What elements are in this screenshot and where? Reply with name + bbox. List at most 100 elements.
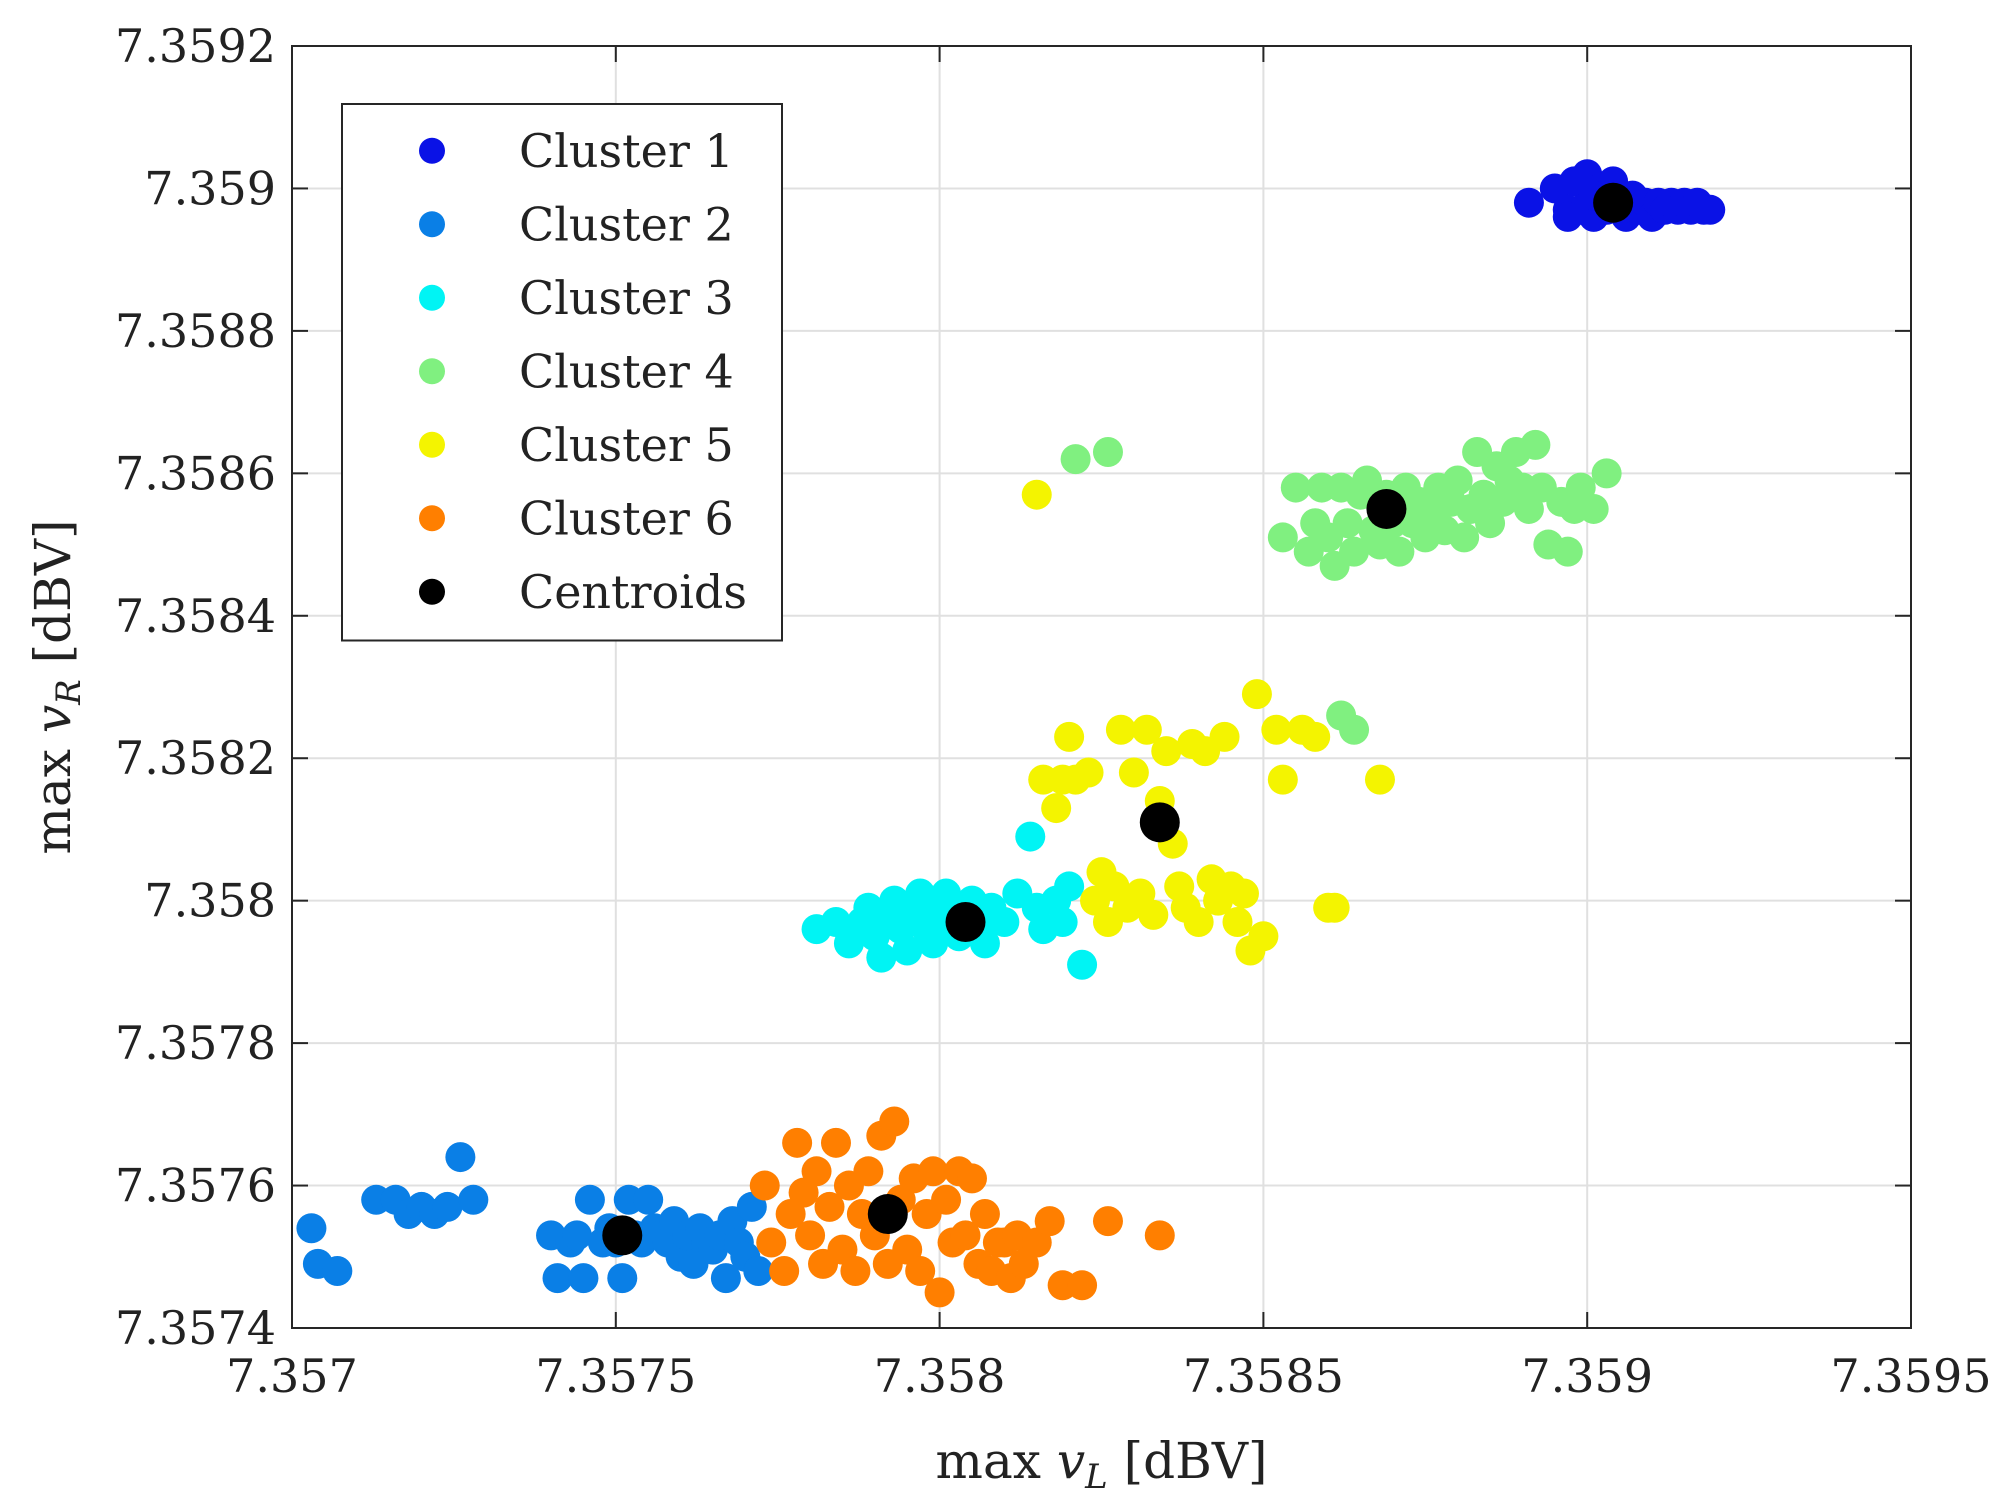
- y-tick-label: 7.3584: [115, 589, 276, 643]
- data-point: [1054, 871, 1085, 902]
- data-point: [840, 1256, 871, 1287]
- data-point: [1092, 1206, 1123, 1237]
- data-point: [1138, 899, 1169, 930]
- legend-marker: [419, 211, 445, 238]
- y-tick-label: 7.3574: [115, 1301, 276, 1355]
- data-point: [892, 935, 923, 966]
- data-point: [1209, 721, 1240, 752]
- data-point: [1520, 429, 1551, 460]
- data-point: [1151, 736, 1182, 767]
- y-tick-label: 7.3586: [115, 446, 276, 500]
- data-point: [1591, 458, 1622, 489]
- data-point: [542, 1263, 573, 1294]
- data-point: [1067, 949, 1098, 980]
- legend-item: Cluster 2: [419, 197, 734, 251]
- axis-ticks: [291, 45, 1912, 1329]
- data-point: [931, 1184, 962, 1215]
- legend-label: Cluster 3: [519, 271, 734, 325]
- data-point: [1118, 757, 1149, 788]
- data-point: [924, 1277, 955, 1308]
- data-point: [322, 1256, 353, 1287]
- data-point: [795, 1220, 826, 1251]
- x-tick-label: 7.3585: [1183, 1349, 1344, 1403]
- x-tick-label: 7.3595: [1831, 1349, 1992, 1403]
- centroid-point: [945, 902, 986, 943]
- centroid-point: [867, 1194, 908, 1235]
- data-point: [1364, 764, 1395, 795]
- legend-marker: [419, 284, 445, 311]
- data-point: [969, 1199, 1000, 1230]
- data-point: [1339, 714, 1370, 745]
- data-point: [432, 1191, 463, 1222]
- data-point: [749, 1170, 780, 1201]
- centroid-point: [1366, 488, 1407, 529]
- legend-label: Cluster 5: [519, 418, 734, 472]
- data-point: [458, 1184, 489, 1215]
- data-point: [1695, 194, 1726, 225]
- data-point: [1384, 536, 1415, 567]
- data-point: [879, 1106, 910, 1137]
- x-tick-label: 7.358: [874, 1349, 1006, 1403]
- data-point: [1131, 714, 1162, 745]
- legend-label: Cluster 1: [519, 124, 734, 178]
- data-point: [820, 1127, 851, 1158]
- data-point: [1332, 508, 1363, 539]
- data-point: [1267, 764, 1298, 795]
- data-point: [1339, 536, 1370, 567]
- data-point: [782, 1127, 813, 1158]
- y-tick-label: 7.3588: [115, 304, 276, 358]
- data-point: [905, 1256, 936, 1287]
- data-point: [561, 1220, 592, 1251]
- data-point: [918, 1156, 949, 1187]
- data-point: [1261, 714, 1292, 745]
- data-point: [1067, 1270, 1098, 1301]
- data-point: [743, 1256, 774, 1287]
- data-point: [956, 1163, 987, 1194]
- data-point: [1092, 436, 1123, 467]
- data-point: [568, 1263, 599, 1294]
- series-cluster-6: [749, 1106, 1175, 1308]
- legend-item: Cluster 6: [419, 491, 734, 545]
- data-point: [1241, 679, 1272, 710]
- x-tick-label: 7.3575: [535, 1349, 696, 1403]
- data-point: [633, 1184, 664, 1215]
- legend-box: [341, 103, 783, 642]
- data-point: [1144, 1220, 1175, 1251]
- data-point: [1319, 892, 1350, 923]
- data-point: [769, 1256, 800, 1287]
- legend-marker: [419, 578, 445, 605]
- x-tick-label: 7.357: [226, 1349, 358, 1403]
- data-point: [1267, 522, 1298, 553]
- legend-marker: [419, 137, 445, 164]
- axis-tick-labels: 7.357 7.3575 7.358 7.3585 7.359 7.3595 7.3574 7…: [115, 19, 1991, 1403]
- data-point: [1021, 479, 1052, 510]
- centroid-point: [602, 1215, 643, 1256]
- centroid-points: [602, 182, 1634, 1256]
- legend-item: Cluster 5: [419, 418, 734, 472]
- data-point: [756, 1227, 787, 1258]
- data-point: [1222, 907, 1253, 938]
- data-point: [1183, 907, 1214, 938]
- data-point: [1054, 721, 1085, 752]
- data-point: [801, 1156, 832, 1187]
- data-point: [950, 1220, 981, 1251]
- data-point: [1300, 721, 1331, 752]
- data-point: [1073, 757, 1104, 788]
- data-points: [296, 159, 1726, 1308]
- y-axis-label: max vR [dBV]: [24, 520, 89, 855]
- legend-marker: [419, 431, 445, 458]
- y-tick-label: 7.359: [144, 161, 276, 215]
- legend-label: Cluster 2: [519, 197, 734, 251]
- data-point: [1513, 187, 1544, 218]
- data-point: [853, 1156, 884, 1187]
- data-point: [1034, 1206, 1065, 1237]
- data-point: [710, 1263, 741, 1294]
- y-tick-label: 7.3576: [115, 1159, 276, 1213]
- y-tick-label: 7.358: [144, 874, 276, 928]
- data-point: [1578, 493, 1609, 524]
- data-point: [931, 878, 962, 909]
- data-point: [866, 942, 897, 973]
- centroid-point: [1139, 802, 1180, 843]
- legend-item: Cluster 1: [419, 124, 734, 178]
- centroid-point: [1593, 182, 1634, 223]
